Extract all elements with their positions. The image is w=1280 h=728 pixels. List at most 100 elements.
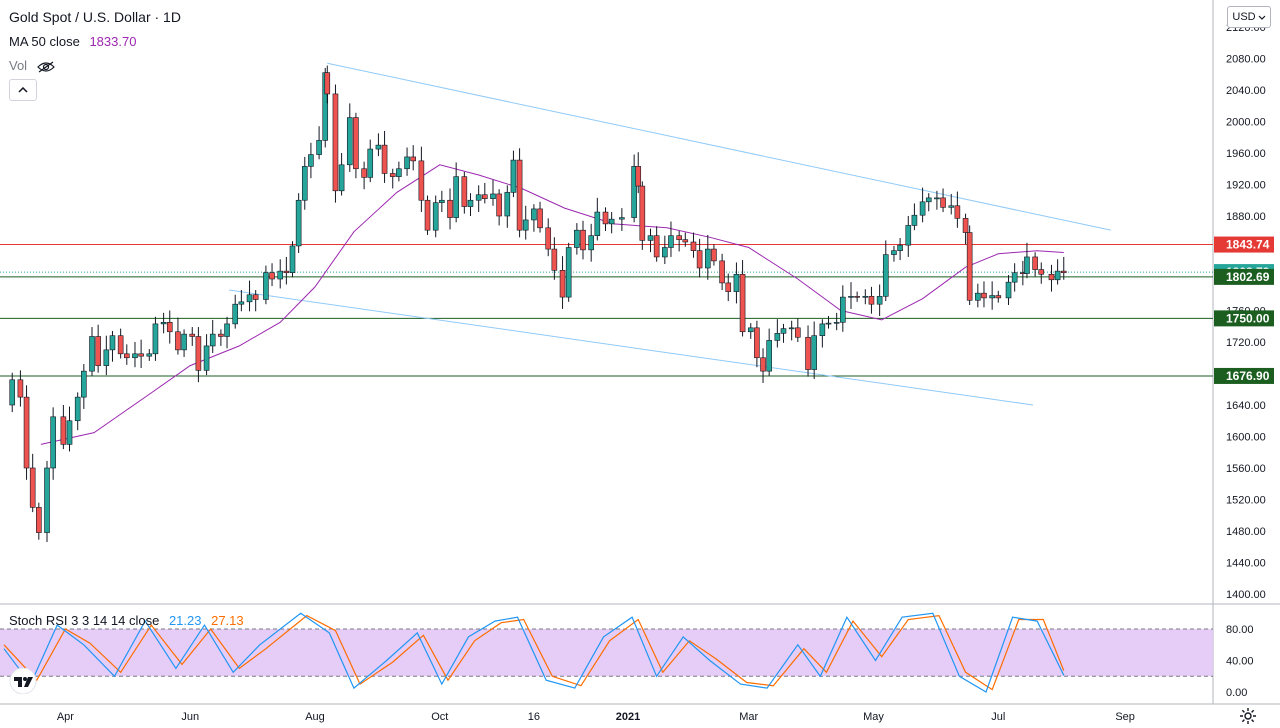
trend-channel-line (327, 62, 1111, 231)
candle-down (696, 250, 703, 269)
price-badge-label: 1676.90 (1226, 369, 1270, 383)
candle-down (269, 272, 275, 280)
candle-down (324, 72, 331, 95)
candle-up (668, 235, 674, 248)
candle-up (396, 168, 402, 177)
candle-up (160, 322, 167, 325)
candle-down (690, 241, 697, 251)
candle-down (482, 194, 488, 199)
symbol-title: Gold Spot / U.S. Dollar · 1D (9, 9, 181, 25)
candle-up (375, 144, 382, 150)
currency-selector[interactable]: USD (1227, 6, 1271, 28)
candle-up (905, 225, 912, 246)
candle-down (760, 357, 766, 372)
candle-down (1032, 256, 1038, 270)
ma-legend-value: 1833.70 (89, 34, 137, 49)
time-tick-label: 16 (528, 711, 540, 723)
candle-up (453, 176, 459, 218)
candle-down (602, 211, 609, 225)
stoch-d-line (3, 614, 1065, 691)
candle-up (103, 349, 110, 366)
price-tick-label: 1920.00 (1226, 180, 1266, 192)
vol-legend[interactable]: Vol (9, 58, 55, 73)
candle-up (876, 296, 883, 305)
price-badge (1214, 310, 1274, 327)
price-tick-label: 1600.00 (1226, 432, 1266, 444)
price-badge-label: 1843.74 (1226, 238, 1270, 252)
candle-up (891, 250, 897, 255)
candle-down (995, 295, 1002, 299)
settings-gear-icon[interactable] (1238, 706, 1258, 726)
candle-down (739, 273, 746, 333)
chevron-down-icon (1258, 15, 1266, 20)
candle-up (934, 197, 940, 200)
candle-down (719, 260, 725, 284)
candle-down (138, 353, 144, 357)
candle-up (925, 197, 932, 203)
candle-down (496, 193, 502, 217)
ma-legend[interactable]: MA 50 close 1833.70 (9, 34, 136, 49)
candle-up (367, 148, 374, 178)
candle-up (1054, 270, 1061, 281)
candle-up (780, 328, 787, 334)
candle-down (1048, 273, 1055, 281)
candle-up (897, 244, 903, 251)
candle-up (594, 211, 601, 236)
candle-up (146, 353, 153, 357)
candle-up (1024, 256, 1030, 274)
candle-up (565, 247, 572, 298)
candle-up (50, 416, 56, 469)
stoch-k-line (3, 612, 1065, 693)
candle-up (238, 301, 245, 305)
candle-up (504, 192, 511, 217)
time-tick-label: May (863, 711, 884, 723)
candle-up (608, 218, 615, 225)
candle-down (868, 296, 875, 305)
time-tick-label: Oct (431, 711, 448, 723)
candle-down (1060, 270, 1067, 273)
candle-up (316, 140, 322, 155)
time-tick-label: 2021 (616, 711, 640, 723)
candle-up (840, 296, 846, 323)
candle-up (848, 296, 854, 298)
stoch-d-value: 27.13 (211, 613, 244, 628)
time-tick-label: Apr (57, 711, 74, 723)
tradingview-logo-icon[interactable] (8, 668, 38, 694)
candle-down (580, 229, 586, 251)
collapse-legend-button[interactable] (9, 79, 37, 101)
price-tick-label: 1520.00 (1226, 495, 1266, 507)
candle-up (89, 336, 95, 372)
hidden-eye-icon[interactable] (36, 61, 55, 73)
candle-up (662, 247, 668, 258)
candle-down (639, 185, 646, 241)
stoch-legend[interactable]: Stoch RSI 3 3 14 14 close 21.23 27.13 (9, 613, 244, 628)
price-tick-label: 1400.00 (1226, 589, 1266, 601)
candle-up (301, 166, 308, 201)
candle-down (95, 336, 101, 366)
candle-down (962, 218, 969, 233)
candle-up (574, 229, 580, 248)
candle-up (295, 199, 302, 247)
candle-up (44, 467, 50, 533)
stoch-tick-label: 40.00 (1226, 656, 1254, 668)
currency-label: USD (1232, 11, 1256, 23)
time-tick-label: Mar (739, 711, 758, 723)
candle-up (766, 340, 772, 372)
candle-up (289, 245, 296, 274)
candle-down (418, 160, 425, 201)
candle-up (819, 323, 826, 337)
candle-up (439, 199, 445, 203)
price-badge-label: 1750.00 (1226, 311, 1270, 325)
symbol-title-text: Gold Spot / U.S. Dollar · 1D (9, 9, 181, 25)
candle-up (152, 323, 159, 355)
candle-down (682, 239, 689, 243)
candle-down (711, 248, 717, 262)
candle-up (81, 370, 87, 398)
candle-up (1011, 272, 1018, 283)
candle-down (381, 144, 388, 174)
price-tick-label: 2040.00 (1226, 85, 1266, 97)
candle-up (631, 166, 637, 218)
candle-up (825, 322, 832, 325)
